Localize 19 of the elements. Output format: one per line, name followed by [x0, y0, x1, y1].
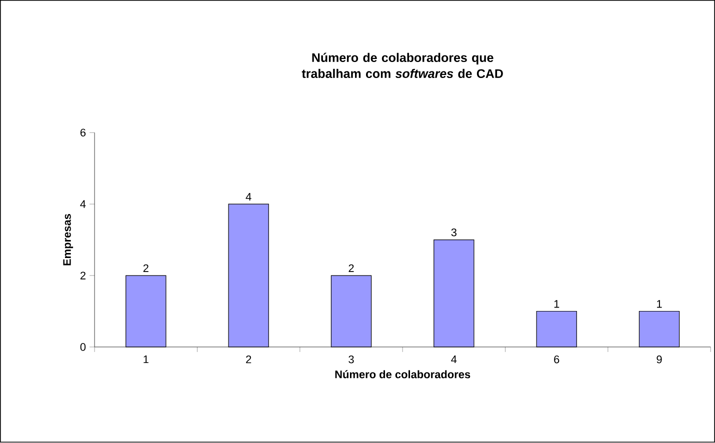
data-label: 3 [451, 228, 456, 236]
x-tick-label: 3 [348, 356, 354, 364]
x-tick-label: 2 [246, 356, 252, 364]
chart-title: Número de colaboradores que trabalham com softwares de CAD [302, 53, 503, 78]
x-axis-title: Número de colaboradores [335, 370, 470, 379]
y-tick-label: 6 [80, 128, 86, 137]
data-label: 4 [246, 193, 252, 201]
y-tick-label: 2 [80, 272, 86, 280]
data-label: 1 [657, 300, 662, 308]
x-tick-label: 1 [144, 356, 148, 364]
y-axis-title: Empresas [63, 214, 74, 266]
data-label: 2 [348, 264, 354, 272]
x-tick-label: 6 [554, 356, 560, 364]
y-tick-label: 0 [80, 343, 86, 352]
y-tick-label: 4 [80, 200, 86, 208]
x-tick-label: 9 [656, 356, 662, 364]
data-label: 1 [554, 300, 560, 308]
data-label: 2 [143, 264, 148, 272]
x-tick-label: 4 [451, 356, 457, 364]
